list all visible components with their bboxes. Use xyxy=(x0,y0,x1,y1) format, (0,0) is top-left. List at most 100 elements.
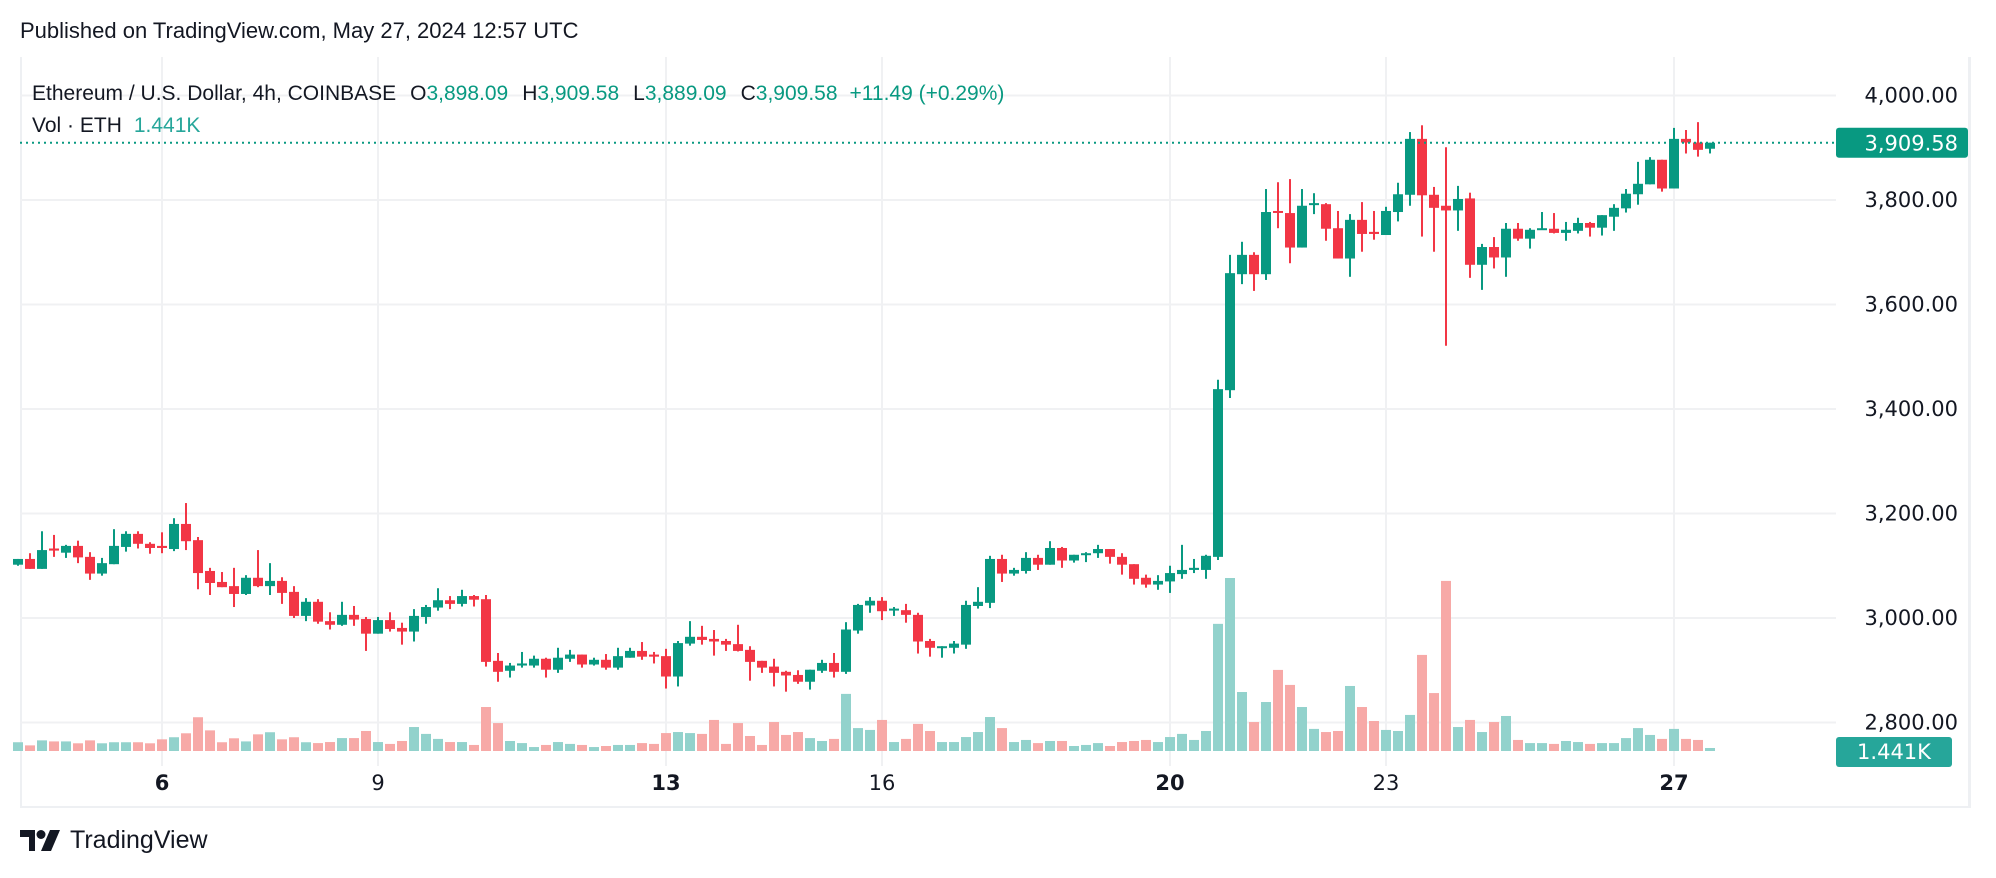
candle-body xyxy=(529,658,539,666)
volume-bar xyxy=(1609,743,1619,751)
candle xyxy=(745,646,755,681)
candle xyxy=(649,651,659,664)
candle-body xyxy=(841,629,851,672)
price-tick-label: 3,000.00 xyxy=(1864,606,1958,630)
volume-bar xyxy=(1177,733,1187,751)
candle xyxy=(1249,252,1259,291)
published-caption: Published on TradingView.com, May 27, 20… xyxy=(20,18,579,43)
candle-body xyxy=(997,558,1007,574)
candle-body xyxy=(829,662,839,672)
time-axis[interactable]: 6 9 13 16 20 23 27 xyxy=(155,771,1689,795)
time-tick-label: 13 xyxy=(651,771,680,795)
candle-body xyxy=(1549,228,1559,233)
volume-bar xyxy=(565,743,575,751)
volume-bar xyxy=(289,737,299,751)
volume-bar xyxy=(157,739,167,751)
candle-body xyxy=(577,654,587,665)
volume-bar xyxy=(349,738,359,751)
tradingview-logo[interactable]: TradingView xyxy=(20,826,208,855)
candle-body xyxy=(469,596,479,600)
volume-bar xyxy=(853,728,863,751)
volume-label[interactable]: Vol · ETH xyxy=(32,114,122,137)
candle-body xyxy=(1093,549,1103,554)
candle xyxy=(805,669,815,690)
volume-bar xyxy=(793,732,803,751)
candle-body xyxy=(325,621,335,625)
candle-body xyxy=(769,666,779,673)
volume-bar xyxy=(193,717,203,751)
candle-body xyxy=(157,545,167,548)
candle xyxy=(469,595,479,607)
candle-body xyxy=(1405,138,1415,195)
volume-bar xyxy=(865,729,875,751)
volume-bar xyxy=(1453,727,1463,751)
candle xyxy=(541,657,551,678)
candle xyxy=(517,651,527,668)
candle-body xyxy=(937,646,947,649)
volume-bar xyxy=(445,742,455,751)
volume-bar xyxy=(1537,743,1547,751)
candle-body xyxy=(1669,138,1679,189)
candle-body xyxy=(265,580,275,587)
candle xyxy=(49,534,59,557)
candle-body xyxy=(349,614,359,620)
candle-body xyxy=(421,607,431,617)
candle-body xyxy=(985,558,995,603)
candle-body xyxy=(1609,207,1619,217)
volume-bar xyxy=(517,743,527,751)
candle xyxy=(1489,237,1499,269)
candle xyxy=(913,612,923,654)
candle xyxy=(217,572,227,588)
volume-bar xyxy=(1705,747,1715,751)
candle xyxy=(361,616,371,651)
candle-body xyxy=(1585,222,1595,228)
candle-body xyxy=(49,548,59,551)
candle xyxy=(157,532,167,554)
candle xyxy=(1021,552,1031,574)
volume-bar xyxy=(1225,578,1235,751)
price-axis[interactable]: 2,800.00 3,000.00 3,200.00 3,400.00 3,600.00… xyxy=(1864,57,1971,808)
volume-bar xyxy=(1405,714,1415,751)
volume-bar xyxy=(829,738,839,751)
candle-body xyxy=(961,604,971,645)
candle xyxy=(1165,565,1175,593)
volume-bars xyxy=(13,578,1715,751)
price-tick-label: 4,000.00 xyxy=(1864,84,1958,108)
candle xyxy=(1477,243,1487,290)
last-price-tag: 3,909.58 xyxy=(1836,127,1968,158)
candle-body xyxy=(553,657,563,670)
volume-bar xyxy=(997,728,1007,751)
candle xyxy=(1429,186,1439,252)
candle xyxy=(277,577,287,604)
low-value: 3,889.09 xyxy=(644,82,727,105)
candle-body xyxy=(913,614,923,642)
volume-bar xyxy=(529,747,539,751)
candle-body xyxy=(289,591,299,616)
volume-bar xyxy=(721,743,731,751)
volume-bar xyxy=(589,747,599,751)
candle xyxy=(1501,222,1511,277)
candle-body xyxy=(1105,549,1115,557)
volume-bar xyxy=(253,734,263,751)
last-volume-tag-bg xyxy=(1836,737,1952,767)
ohlc-legend-row: Ethereum / U.S. Dollar, 4h, COINBASE O 3,… xyxy=(32,78,1004,110)
candle-body xyxy=(625,650,635,658)
candle xyxy=(373,616,383,634)
volume-bar xyxy=(1465,719,1475,751)
volume-bar xyxy=(361,730,371,751)
volume-bar xyxy=(1633,728,1643,751)
candle-body xyxy=(1501,228,1511,258)
volume-bar xyxy=(1021,739,1031,751)
candle xyxy=(709,630,719,656)
volume-bar xyxy=(1033,743,1043,751)
candle-body xyxy=(181,523,191,542)
symbol-title[interactable]: Ethereum / U.S. Dollar, 4h, COINBASE xyxy=(32,82,397,105)
candle xyxy=(553,647,563,673)
volume-bar xyxy=(277,739,287,751)
candle xyxy=(1069,554,1079,563)
candle-body xyxy=(1261,212,1271,275)
volume-bar xyxy=(1681,738,1691,751)
candle-body xyxy=(709,638,719,642)
volume-bar xyxy=(1693,739,1703,751)
